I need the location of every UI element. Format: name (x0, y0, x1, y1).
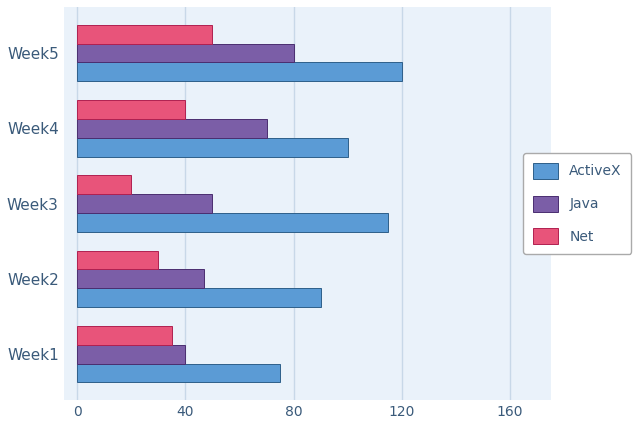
Bar (77, 363, 280, 382)
Legend: ActiveX, Java, Net: ActiveX, Java, Net (524, 153, 632, 254)
Bar (77, 213, 388, 232)
Bar (77, 25, 212, 43)
Bar (77, 119, 267, 138)
Bar (77, 138, 348, 156)
Bar (77, 269, 204, 288)
Bar (77, 63, 402, 81)
Bar (77, 345, 186, 363)
Bar (77, 43, 294, 63)
Bar (77, 250, 158, 269)
Bar (77, 288, 321, 307)
Bar (77, 326, 172, 345)
Bar (77, 194, 212, 213)
Bar (77, 176, 131, 194)
Bar (77, 100, 186, 119)
